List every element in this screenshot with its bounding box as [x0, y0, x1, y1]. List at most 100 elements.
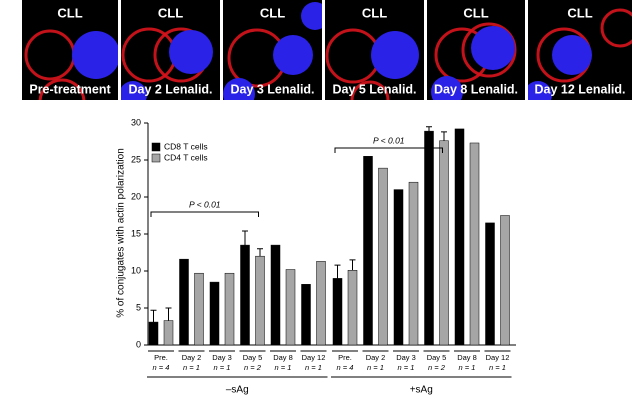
- n-label: n = 4: [337, 363, 354, 372]
- cells: [121, 27, 213, 100]
- bar: [148, 321, 159, 346]
- cell-nucleus: [552, 35, 592, 75]
- n-label: n = 4: [153, 363, 170, 372]
- x-tick-label: Day 8: [457, 353, 477, 362]
- y-tick-label: 0: [136, 339, 141, 349]
- legend-swatch: [151, 142, 161, 152]
- micrograph: CLL Day 5 Lenalid.: [325, 0, 424, 100]
- cell-membrane: [38, 78, 86, 100]
- bar: [332, 278, 343, 346]
- significance-bracket: [334, 147, 443, 153]
- bar: [347, 270, 358, 346]
- error-bar: [441, 131, 447, 141]
- panel-caption: Day 3 Lenalid.: [230, 82, 314, 96]
- x-tick-label: Day 2: [366, 353, 386, 362]
- cell-nucleus: [431, 76, 463, 100]
- error-bar: [150, 309, 157, 323]
- bar: [485, 222, 495, 346]
- n-label: n = 2: [428, 363, 446, 372]
- bar: [301, 284, 311, 346]
- bar: [500, 215, 510, 346]
- panel-caption: Day 8 Lenalid.: [434, 82, 518, 96]
- n-label: n = 1: [398, 363, 415, 372]
- cell-membrane: [350, 80, 390, 100]
- group-label: –sAg: [226, 385, 249, 396]
- y-axis-label: % of conjugates with actin polarization: [116, 148, 127, 318]
- micrograph: CLL Day 12 Lenalid.: [528, 0, 632, 100]
- panel-title: CLL: [260, 5, 285, 20]
- bar: [424, 130, 434, 346]
- cell-nucleus: [301, 2, 322, 30]
- cells: [223, 2, 322, 100]
- x-tick-label: Day 12: [486, 353, 510, 362]
- y-tick-label: 10: [131, 265, 141, 275]
- bar: [454, 128, 465, 346]
- bar: [194, 272, 204, 346]
- cells: [24, 29, 118, 100]
- error-bar: [242, 230, 248, 246]
- cells: [325, 28, 419, 100]
- error-bar: [165, 307, 172, 321]
- error-bar: [334, 264, 341, 279]
- error-bar: [426, 126, 432, 132]
- x-tick-label: Day 5: [243, 353, 263, 362]
- bar: [469, 142, 480, 346]
- bar: [270, 244, 281, 346]
- bar: [224, 272, 235, 346]
- cell-nucleus: [273, 35, 313, 75]
- bar: [240, 244, 250, 346]
- panel-title: CLL: [362, 5, 387, 20]
- x-tick-label: Day 2: [182, 353, 202, 362]
- significance-bracket: [150, 211, 259, 217]
- x-tick-label: Pre.: [338, 353, 352, 362]
- n-label: n = 1: [489, 363, 506, 372]
- cell-nucleus: [72, 31, 118, 79]
- y-tick-label: 5: [136, 302, 141, 312]
- micrograph: CLL Day 8 Lenalid.: [427, 0, 525, 100]
- y-tick-label: 30: [131, 117, 141, 127]
- panel-caption: Day 12 Lenalid.: [534, 82, 625, 96]
- n-label: n = 2: [244, 363, 262, 372]
- significance-label: P < 0.01: [189, 199, 221, 209]
- bar: [393, 189, 404, 346]
- legend-label: CD8 T cells: [164, 141, 208, 151]
- n-label: n = 1: [305, 363, 322, 372]
- x-tick-label: Day 3: [396, 353, 416, 362]
- micrograph: CLL Day 2 Lenalid.: [121, 0, 220, 100]
- panel-title: CLL: [158, 5, 183, 20]
- n-label: n = 1: [367, 363, 384, 372]
- significance-label: P < 0.01: [373, 135, 405, 145]
- x-tick-label: Day 12: [302, 353, 326, 362]
- bar: [439, 140, 449, 346]
- bar: [209, 281, 220, 346]
- error-bar: [257, 248, 263, 257]
- cells: [431, 22, 517, 100]
- legend-swatch: [151, 153, 161, 163]
- legend-label: CD4 T cells: [164, 152, 208, 162]
- y-tick-label: 25: [131, 154, 141, 164]
- panel-title: CLL: [567, 5, 592, 20]
- x-tick-label: Day 8: [273, 353, 293, 362]
- n-label: n = 1: [275, 363, 292, 372]
- bar: [363, 156, 373, 346]
- bar: [163, 320, 174, 346]
- n-label: n = 1: [214, 363, 231, 372]
- panel-title: CLL: [463, 5, 488, 20]
- n-label: n = 1: [183, 363, 200, 372]
- bar: [255, 255, 265, 346]
- micrograph: CLL Day 3 Lenalid.: [223, 0, 322, 100]
- x-tick-label: Day 5: [427, 353, 447, 362]
- bar: [285, 269, 296, 346]
- cells: [528, 8, 632, 100]
- n-label: n = 1: [459, 363, 476, 372]
- cell-nucleus: [169, 30, 213, 74]
- panel-title: CLL: [57, 5, 82, 20]
- cell-nucleus: [471, 26, 515, 70]
- bar: [316, 261, 326, 346]
- cell-nucleus: [223, 78, 255, 100]
- bar: [378, 167, 388, 346]
- y-tick-label: 15: [131, 228, 141, 238]
- micrograph: CLL Pre-treatment: [22, 0, 118, 100]
